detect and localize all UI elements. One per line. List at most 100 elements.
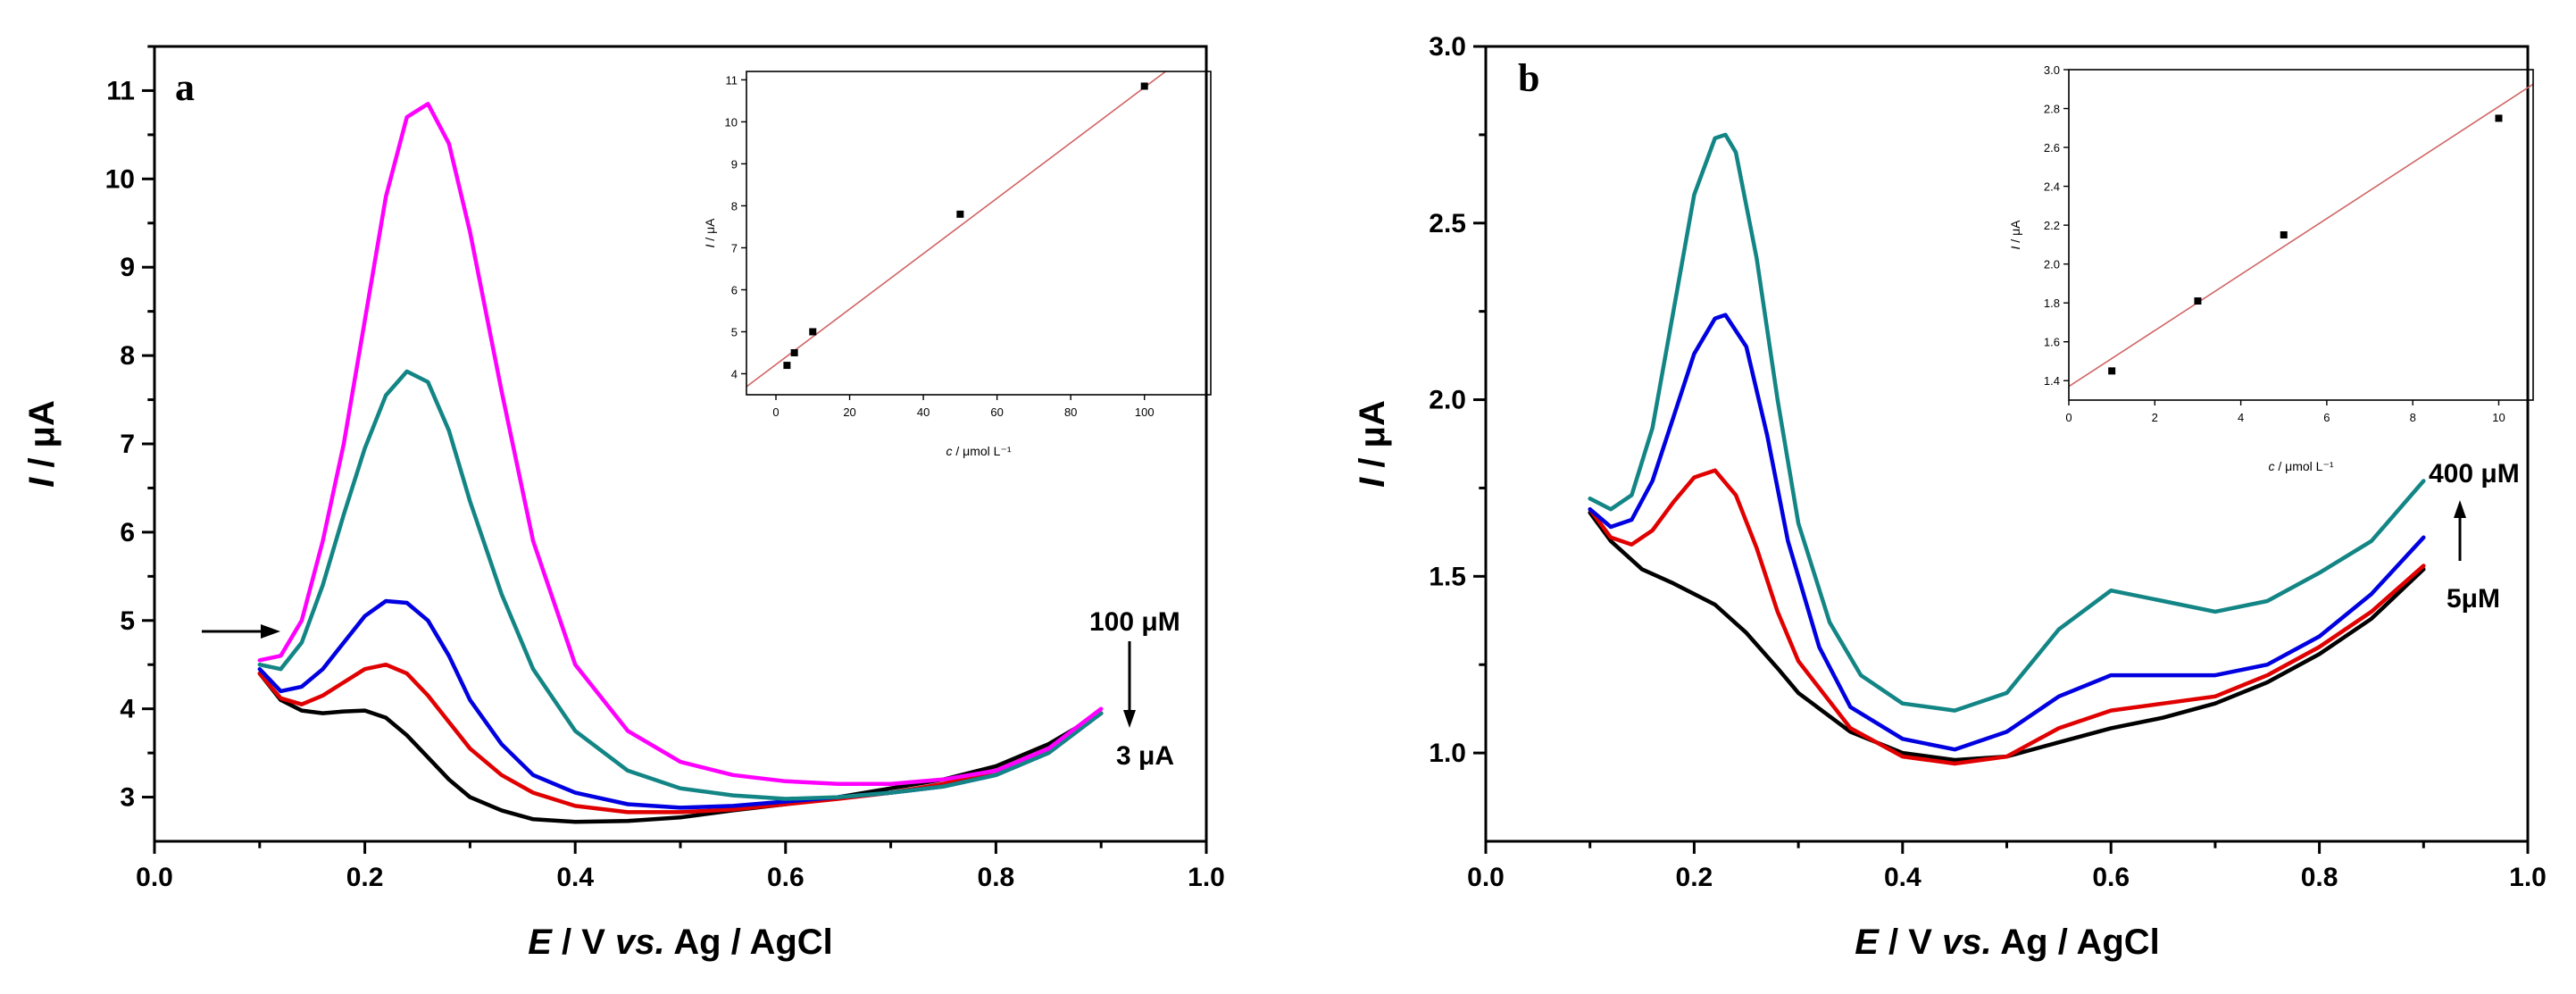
panel-b-y-tick-label: 1.0 (1429, 739, 1466, 768)
panel-a-x-tick-label: 0.8 (978, 863, 1015, 892)
panel-b-inset-point (2194, 297, 2202, 305)
panel-b-x-tick-label: 1.0 (2509, 863, 2547, 892)
panel-a-inset-y-title: I / μA (703, 218, 717, 248)
panel-a-inset-y-tick-label: 9 (731, 157, 738, 171)
panel-b-y-tick-label: 1.5 (1429, 562, 1466, 591)
panel-a-x-tick-label: 0.0 (136, 863, 173, 892)
panel-b-inset-x-tick-label: 10 (2492, 411, 2505, 424)
panel-b-series-1 (1588, 468, 2426, 766)
panel-b-inset-y-tick-label: 2.2 (2044, 219, 2060, 232)
panel-b-x-axis-title: E / V vs. Ag / AgCl (1855, 923, 2160, 962)
panel-b-y-axis-title: I / μA (1353, 400, 1392, 488)
panel-a-inset-x-ticks: 0 20 40 60 80 100 (772, 395, 1155, 419)
panel-b: 0.0 0.2 0.4 0.6 0.8 1.0 1.0 1.5 2.0 2.5 3.0 b E /… (1353, 32, 2547, 962)
panel-a-inset-y-tick-label: 11 (726, 73, 738, 87)
panel-b-inset-y-title: I / μA (2008, 220, 2022, 250)
panel-b-annotation-bottom: 5μM (2447, 584, 2500, 614)
panel-b-x-tick-label: 0.6 (2092, 863, 2130, 892)
panel-a-inset-frame (746, 71, 1212, 396)
panel-b-annotation-top: 400 μM (2429, 459, 2520, 489)
panel-a-inset-point (956, 210, 964, 218)
panel-b-x-ticks: 0.0 0.2 0.4 0.6 0.8 1.0 (1467, 841, 2547, 892)
panel-a-inset-x-tick-label: 20 (843, 405, 855, 419)
panel-a-curves (257, 102, 1104, 824)
panel-a-y-tick-label: 8 (120, 341, 135, 371)
panel-a-start-arrow-head (261, 624, 280, 639)
panel-a-inset-y-tick-label: 8 (731, 199, 738, 213)
panel-a-y-tick-label: 7 (120, 430, 135, 459)
panel-a-x-tick-label: 0.6 (767, 863, 804, 892)
panel-b-y-ticks: 1.0 1.5 2.0 2.5 3.0 (1429, 32, 1486, 768)
panel-b-inset-y-tick-label: 1.6 (2044, 336, 2060, 349)
panel-a-label: a (175, 65, 195, 109)
panel-b-inset-point (2495, 114, 2503, 122)
panel-a-inset-y-tick-label: 6 (731, 283, 738, 297)
panel-a-y-axis-title: I / μA (22, 400, 62, 488)
panel-a-y-tick-label: 6 (120, 518, 135, 547)
panel-a-inset-x-tick-label: 40 (917, 405, 930, 419)
panel-b-x-tick-label: 0.0 (1467, 863, 1505, 892)
panel-a-inset-y-tick-label: 7 (731, 241, 738, 255)
panel-b-inset-x-tick-label: 6 (2323, 411, 2330, 424)
panel-b-label: b (1518, 56, 1539, 100)
panel-b-inset-y-tick-label: 3.0 (2044, 63, 2060, 77)
panel-b-x-tick-label: 0.8 (2301, 863, 2338, 892)
panel-b-inset-y-tick-label: 2.8 (2044, 103, 2060, 116)
panel-a-annotation-bottom: 3 μA (1116, 741, 1174, 771)
panel-a-inset-points (783, 82, 1148, 370)
panel-a-inset-y-tick-label: 10 (725, 115, 738, 129)
panel-a-y-tick-label: 4 (120, 695, 135, 724)
panel-b-inset-y-tick-label: 1.4 (2044, 374, 2060, 388)
panel-a-x-axis-title: E / V vs. Ag / AgCl (528, 923, 833, 962)
panel-a-down-arrow-head (1123, 710, 1136, 728)
panel-a-x-ticks: 0.0 0.2 0.4 0.6 0.8 1.0 (136, 841, 1225, 892)
panel-a-inset-point (790, 348, 798, 356)
panel-a-plot-frame (153, 45, 1208, 843)
panel-b-plot-frame (1484, 45, 2530, 843)
panel-b-inset-fit-group (2069, 83, 2533, 388)
panel-b-inset-x-tick-label: 8 (2410, 411, 2416, 424)
panel-a-inset-point (809, 328, 817, 336)
panel-b-inset-frame (2068, 69, 2534, 401)
panel-b-inset-point (2108, 367, 2116, 375)
panel-b-x-tick-label: 0.4 (1884, 863, 1922, 892)
panel-a-inset-y-tick-label: 4 (731, 367, 738, 380)
panel-b-inset-points (2108, 114, 2503, 375)
panel-a-inset-fit-group (746, 71, 1167, 388)
panel-a-inset: 0 20 40 60 80 100 4 5 6 7 8 9 10 11 c / μmol L⁻¹ I /… (703, 71, 1212, 458)
panel-b-inset-y-tick-label: 2.0 (2044, 258, 2060, 271)
panel-b-inset-y-tick-label: 1.8 (2044, 297, 2060, 310)
panel-b-inset-fit-line (2069, 83, 2533, 388)
panel-a-y-tick-label: 5 (120, 606, 135, 636)
panel-b-y-tick-label: 3.0 (1429, 32, 1466, 62)
panel-b-inset-y-tick-label: 2.4 (2044, 180, 2060, 194)
panel-b-inset-x-tick-label: 0 (2065, 411, 2072, 424)
panel-a-inset-point (1140, 82, 1148, 90)
panel-a-y-tick-label: 11 (106, 76, 135, 105)
panel-b-curves (1588, 132, 2426, 766)
panel-b-y-tick-label: 2.5 (1429, 209, 1466, 238)
panel-a-y-tick-label: 3 (120, 783, 135, 813)
panel-a-y-tick-label: 9 (120, 253, 135, 282)
panel-b-inset-x-title: c / μmol L⁻¹ (2268, 459, 2333, 473)
panel-a-inset-x-tick-label: 60 (990, 405, 1003, 419)
panel-a-inset-x-tick-label: 100 (1135, 405, 1155, 419)
panel-a-y-ticks: 3 4 5 6 7 8 9 10 11 (105, 45, 154, 813)
panel-a-series-0 (257, 671, 1104, 824)
panel-a-series-3 (257, 369, 1104, 801)
panel-a: 0.0 0.2 0.4 0.6 0.8 1.0 3 4 5 6 7 8 9 10 11 a E / V v… (22, 45, 1225, 962)
panel-b-inset-x-tick-label: 2 (2152, 411, 2158, 424)
panel-b-series-2 (1588, 313, 2426, 752)
panel-b-inset: 0 2 4 6 8 10 1.4 1.6 1.8 2.0 2.2 2.4 2.6 2.8 3.0 c / … (2008, 63, 2534, 473)
panel-b-inset-x-ticks: 0 2 4 6 8 10 (2065, 400, 2505, 424)
panel-a-annotation-top: 100 μM (1089, 607, 1180, 637)
panel-a-inset-x-title: c / μmol L⁻¹ (946, 444, 1011, 458)
panel-a-series-4 (257, 102, 1104, 786)
panel-a-inset-x-tick-label: 80 (1064, 405, 1077, 419)
panel-a-inset-y-ticks: 4 5 6 7 8 9 10 11 (725, 73, 746, 380)
panel-b-inset-x-tick-label: 4 (2238, 411, 2244, 424)
panel-a-inset-x-tick-label: 0 (772, 405, 779, 419)
panel-b-up-arrow-head (2454, 500, 2466, 518)
panel-a-x-tick-label: 0.2 (346, 863, 384, 892)
